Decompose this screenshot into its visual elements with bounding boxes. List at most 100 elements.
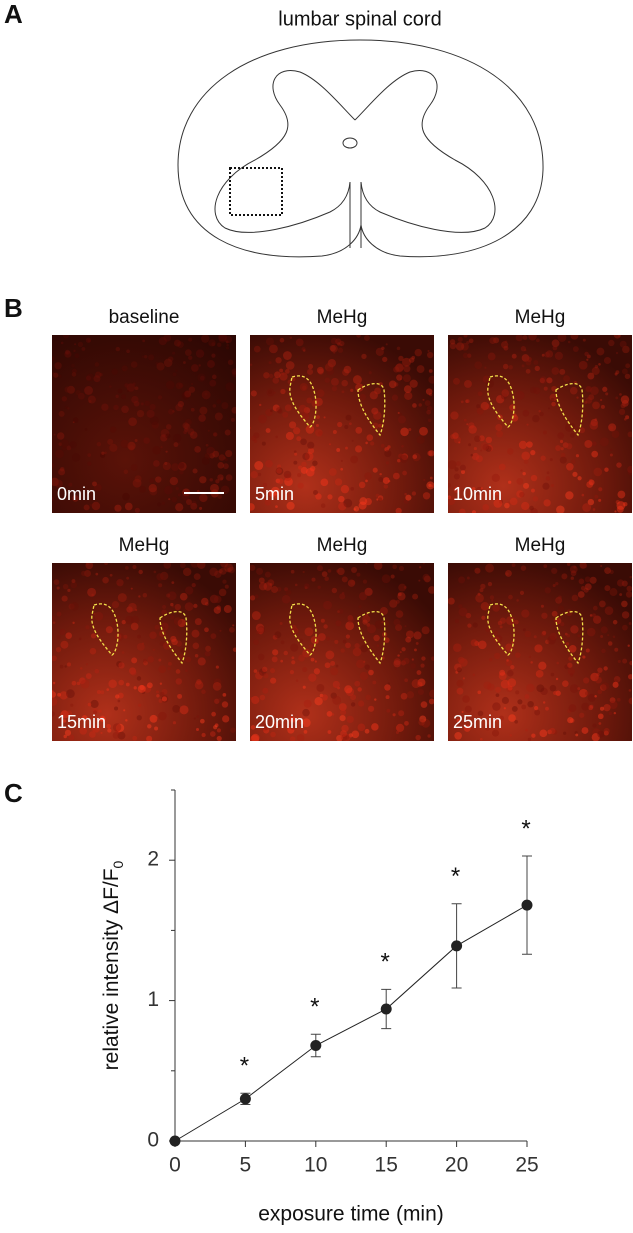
texture: [585, 385, 592, 393]
texture: [161, 688, 168, 695]
texture: [364, 587, 373, 596]
texture: [340, 730, 347, 737]
texture: [409, 379, 418, 388]
texture: [598, 362, 601, 366]
texture: [480, 601, 490, 611]
texture: [187, 428, 195, 436]
texture: [509, 404, 516, 411]
texture: [386, 708, 391, 713]
texture: [417, 688, 424, 696]
texture: [600, 635, 604, 638]
texture: [177, 341, 184, 348]
texture: [65, 351, 69, 354]
texture: [397, 458, 401, 463]
texture: [419, 715, 427, 723]
texture: [546, 471, 550, 475]
texture: [149, 478, 155, 484]
texture: [344, 424, 349, 429]
texture: [570, 576, 574, 580]
texture: [134, 507, 140, 513]
texture: [615, 396, 619, 400]
texture: [450, 433, 456, 440]
texture: [114, 504, 122, 512]
texture: [313, 668, 321, 675]
texture: [294, 452, 298, 456]
texture: [621, 399, 629, 407]
texture: [560, 447, 564, 451]
texture: [466, 576, 470, 580]
texture: [291, 660, 296, 665]
texture: [484, 724, 491, 731]
texture: [177, 462, 187, 471]
texture: [459, 658, 468, 667]
texture: [170, 602, 174, 607]
texture: [462, 352, 469, 359]
texture: [270, 731, 276, 738]
texture: [419, 426, 428, 436]
texture: [262, 726, 268, 732]
data-point: [451, 940, 463, 952]
texture: [306, 368, 314, 375]
texture: [350, 388, 354, 392]
texture: [555, 677, 559, 681]
texture: [340, 467, 344, 471]
texture: [263, 673, 269, 679]
texture: [350, 486, 355, 491]
texture: [397, 592, 406, 601]
texture: [373, 563, 383, 570]
texture: [428, 586, 434, 594]
texture: [588, 479, 595, 486]
texture: [56, 432, 65, 440]
texture: [314, 697, 323, 706]
micrograph: [448, 335, 632, 513]
texture: [250, 426, 252, 430]
texture: [149, 714, 158, 723]
texture: [273, 721, 280, 728]
texture: [390, 574, 395, 579]
texture: [256, 630, 260, 635]
texture: [521, 609, 530, 618]
texture: [194, 653, 199, 658]
texture: [143, 685, 152, 693]
texture: [556, 599, 559, 602]
texture: [194, 445, 202, 453]
texture: [459, 464, 466, 471]
texture: [332, 695, 342, 705]
texture: [592, 723, 597, 728]
texture: [329, 345, 336, 352]
texture: [572, 346, 579, 353]
texture: [397, 592, 402, 597]
texture: [180, 647, 186, 653]
texture: [598, 600, 606, 608]
texture: [325, 650, 335, 660]
texture: [532, 414, 540, 423]
texture: [130, 622, 139, 631]
texture: [317, 368, 324, 375]
texture: [514, 719, 518, 724]
texture: [337, 342, 341, 346]
texture: [223, 456, 227, 460]
texture: [302, 385, 307, 390]
texture: [86, 373, 94, 382]
texture: [559, 439, 564, 444]
texture: [515, 335, 523, 342]
texture: [213, 595, 222, 604]
texture: [551, 401, 556, 407]
texture: [628, 621, 632, 625]
texture: [541, 353, 545, 357]
texture: [448, 633, 451, 636]
texture: [358, 700, 365, 707]
texture: [400, 427, 409, 437]
texture: [134, 475, 142, 483]
texture: [100, 690, 105, 695]
texture: [583, 587, 589, 593]
texture: [302, 570, 305, 574]
texture: [185, 499, 192, 506]
texture: [175, 678, 182, 685]
texture: [454, 467, 459, 472]
texture: [191, 629, 200, 638]
texture: [419, 566, 422, 569]
texture: [293, 450, 297, 454]
texture: [320, 503, 326, 508]
texture: [555, 596, 563, 604]
